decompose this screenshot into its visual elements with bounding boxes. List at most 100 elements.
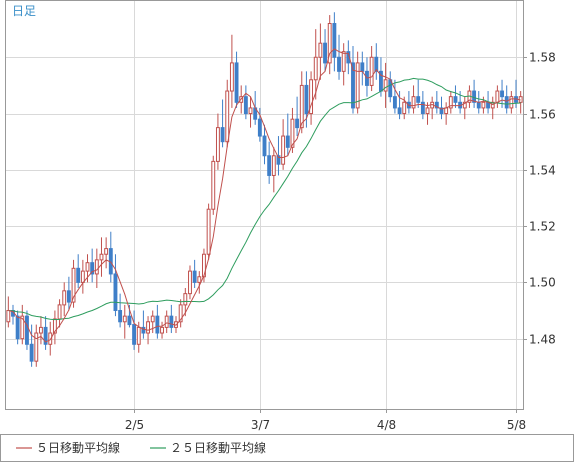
candle-up xyxy=(327,15,332,75)
candle-up xyxy=(509,91,514,114)
candle-up xyxy=(104,237,109,269)
candle-body xyxy=(178,304,183,323)
candle-body xyxy=(271,155,276,176)
candle-up xyxy=(411,85,416,114)
candle-up xyxy=(318,23,323,80)
candle-up xyxy=(150,310,155,334)
candle-down xyxy=(15,310,20,345)
y-tick-label: 1.58 xyxy=(529,51,556,65)
candle-body xyxy=(341,51,346,72)
candle-body xyxy=(313,56,318,81)
candle-body xyxy=(215,127,220,162)
candle-down xyxy=(29,324,34,367)
candle-body xyxy=(160,326,164,334)
candle-body xyxy=(374,56,379,72)
candle-body xyxy=(355,62,360,109)
candle-body xyxy=(462,101,467,109)
candle-down xyxy=(220,99,225,148)
candle-up xyxy=(448,91,453,114)
candle-down xyxy=(257,107,262,142)
candle-body xyxy=(444,107,449,115)
candle-body xyxy=(476,101,481,109)
candle-down xyxy=(434,91,439,114)
candle-body xyxy=(118,310,123,323)
candle-body xyxy=(34,332,39,362)
candle-up xyxy=(309,71,314,125)
candle-body xyxy=(48,332,53,345)
candle-down xyxy=(323,29,327,72)
candle-body xyxy=(243,96,248,115)
candle-body xyxy=(495,90,500,103)
candle-up xyxy=(215,113,220,170)
candle-up xyxy=(271,147,276,193)
candle-body xyxy=(220,127,225,143)
candle-body xyxy=(66,290,71,303)
candle-up xyxy=(99,237,104,277)
candle-body xyxy=(183,293,188,306)
candle-body xyxy=(285,135,290,148)
candle-body xyxy=(6,310,11,323)
period-label: 日足 xyxy=(12,4,36,18)
x-tick-label: 3/7 xyxy=(251,418,270,432)
candle-down xyxy=(267,141,272,184)
y-tick-label: 1.48 xyxy=(529,333,556,347)
candle-up xyxy=(490,96,495,120)
candle-up xyxy=(248,96,253,128)
y-tick-label: 1.52 xyxy=(529,220,556,234)
x-tick-label: 5/8 xyxy=(507,418,526,432)
candle-body xyxy=(392,96,397,109)
candle-up xyxy=(225,79,230,148)
candle-down xyxy=(66,276,71,311)
candle-body xyxy=(323,42,327,64)
candle-up xyxy=(229,34,234,108)
candle-body xyxy=(337,56,341,72)
candle-down xyxy=(420,91,425,120)
candle-body xyxy=(62,290,67,306)
candle-down xyxy=(169,304,174,334)
candle-body xyxy=(351,62,355,109)
candle-up xyxy=(341,43,346,86)
candle-down xyxy=(25,310,29,350)
candle-body xyxy=(71,267,76,303)
candle-body xyxy=(402,101,407,115)
candle-body xyxy=(164,315,169,328)
candle-body xyxy=(420,101,425,115)
candle-body xyxy=(76,267,81,283)
candle-up xyxy=(160,321,164,339)
candle-body xyxy=(169,315,174,328)
candle-body xyxy=(481,101,486,109)
candle-up xyxy=(211,155,216,215)
candle-body xyxy=(38,326,43,334)
candle-body xyxy=(434,101,439,109)
candle-body xyxy=(229,62,234,92)
candle-body xyxy=(416,96,421,103)
candle-body xyxy=(397,107,402,115)
candle-up xyxy=(206,203,211,260)
candle-body xyxy=(299,84,304,129)
candle-down xyxy=(76,254,81,289)
candle-up xyxy=(369,46,374,92)
candle-body xyxy=(113,273,118,312)
candle-body xyxy=(281,135,286,165)
candle-up xyxy=(188,265,192,300)
candle-body xyxy=(448,96,453,109)
candle-up xyxy=(462,96,467,120)
candle-body xyxy=(25,315,29,345)
candle-down xyxy=(155,304,160,339)
candle-up xyxy=(355,51,360,114)
candle-up xyxy=(383,62,388,108)
candle-body xyxy=(360,62,365,72)
candle-body xyxy=(500,90,504,98)
candle-up xyxy=(94,248,99,289)
candle-body xyxy=(94,259,99,275)
candle-down xyxy=(43,316,48,350)
candle-body xyxy=(188,270,192,295)
candle-body xyxy=(295,118,300,129)
candle-down xyxy=(453,85,458,108)
candle-down xyxy=(118,293,123,328)
candle-body xyxy=(192,270,197,283)
candle-body xyxy=(411,96,416,109)
candle-up xyxy=(178,299,183,328)
candle-body xyxy=(267,155,272,176)
candle-up xyxy=(281,119,286,170)
